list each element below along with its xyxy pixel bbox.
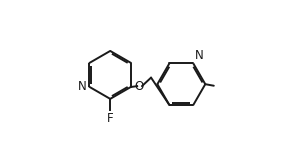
Text: N: N <box>195 49 204 62</box>
Text: O: O <box>135 80 144 93</box>
Text: F: F <box>107 112 114 125</box>
Text: N: N <box>78 80 87 93</box>
